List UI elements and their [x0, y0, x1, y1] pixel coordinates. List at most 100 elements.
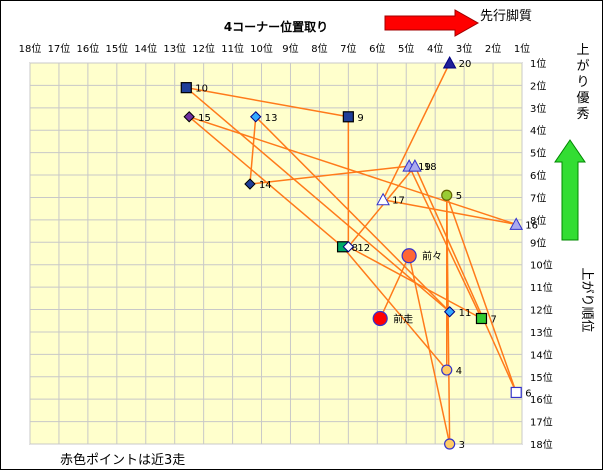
marker-diamond [443, 306, 456, 318]
y-tick-label: 10位 [530, 259, 553, 272]
x-tick-label: 3位 [456, 42, 472, 55]
y-tick-label: 12位 [530, 304, 553, 317]
y-tick-label: 11位 [530, 281, 553, 294]
y-tick-label: 15位 [530, 371, 553, 384]
marker-triangle [408, 159, 422, 172]
point-label: 20 [459, 59, 472, 70]
y-tick-label: 9位 [530, 236, 546, 249]
y-tick-label: 14位 [530, 348, 553, 361]
connection-line [347, 165, 416, 248]
connection-line [408, 255, 451, 445]
pace-arrow-icon [384, 9, 480, 37]
y-tick-label: 1位 [530, 57, 546, 70]
marker-diamond [250, 111, 262, 123]
y-tick-label: 7位 [530, 191, 546, 204]
x-tick-label: 4位 [427, 42, 443, 55]
x-tick-label: 16位 [77, 42, 100, 55]
point-label: 3 [459, 440, 465, 451]
marker-diamond [183, 111, 195, 123]
point-label: 11 [459, 308, 472, 319]
y-tick-label: 2位 [530, 79, 546, 92]
x-tick-label: 15位 [105, 42, 128, 55]
connection-line [382, 198, 517, 226]
point-label: 17 [392, 196, 405, 207]
point-label: 19 [418, 162, 431, 173]
marker-triangle [376, 192, 390, 206]
x-tick-label: 7位 [340, 42, 356, 55]
point-label: 16 [525, 220, 538, 231]
x-tick-label: 11位 [221, 42, 244, 55]
connection-line [446, 195, 451, 445]
point-label: 12 [357, 243, 370, 254]
chart-title: 4コーナー位置取り [224, 19, 328, 34]
y-tick-label: 3位 [530, 102, 546, 115]
y-tick-label: 8位 [530, 214, 546, 227]
connection-line [379, 255, 410, 319]
marker-diamond [342, 241, 355, 253]
point-label: 10 [195, 84, 208, 95]
connection-line [382, 62, 451, 201]
point-label: 15 [198, 113, 211, 124]
footer-note: 赤色ポイントは近3走 [60, 452, 185, 468]
y-tick-label: 16位 [530, 393, 553, 406]
marker-circle [444, 438, 456, 450]
marker-square [180, 82, 192, 94]
connection-line [446, 194, 517, 393]
x-tick-label: 2位 [485, 42, 501, 55]
y-tick-label: 13位 [530, 326, 553, 339]
x-tick-label: 13位 [163, 42, 186, 55]
marker-triangle [509, 217, 524, 230]
agari-label-char: り [576, 75, 589, 90]
marker-circle [441, 189, 453, 201]
connection-line [185, 87, 451, 313]
marker-triangle [442, 55, 457, 69]
marker-circle [401, 248, 417, 264]
agari-label-char: 秀 [576, 107, 589, 122]
pace-label: 先行脚質 [480, 8, 532, 24]
y-tick-label: 5位 [530, 147, 546, 160]
connection-line [249, 165, 410, 185]
y-tick-label: 18位 [530, 438, 553, 451]
point-label: 18 [424, 162, 437, 173]
x-tick-label: 1位 [514, 42, 530, 55]
connection-line [249, 116, 257, 185]
agari-arrow-icon [554, 139, 586, 241]
point-label: 8 [352, 243, 358, 254]
y-tick-label: 4位 [530, 124, 546, 137]
y-tick-label: 6位 [530, 169, 546, 182]
marker-square [510, 386, 522, 399]
agari-label-char: 上 [576, 43, 589, 58]
connection-line [186, 86, 349, 118]
connection-line [414, 165, 517, 393]
y-axis-label: 上がり順位 [579, 267, 594, 332]
marker-circle [441, 364, 453, 376]
x-tick-label: 18位 [19, 42, 42, 55]
point-label: 前々 [422, 250, 442, 263]
agari-label-char: が [576, 59, 589, 74]
point-label: 14 [259, 180, 272, 191]
point-label: 5 [456, 191, 462, 202]
x-tick-label: 8位 [311, 42, 327, 55]
x-tick-label: 14位 [134, 42, 157, 55]
x-tick-label: 17位 [48, 42, 71, 55]
marker-diamond [244, 178, 256, 190]
x-tick-label: 12位 [192, 42, 215, 55]
point-label: 9 [357, 113, 363, 124]
point-label: 13 [265, 113, 278, 124]
point-label: 6 [525, 388, 531, 399]
point-label: 前走 [393, 312, 413, 325]
plot-area [29, 62, 523, 445]
x-tick-label: 5位 [398, 42, 414, 55]
point-label: 7 [490, 314, 496, 325]
x-tick-label: 9位 [282, 42, 298, 55]
y-tick-label: 17位 [530, 416, 553, 429]
connection-line [255, 116, 451, 313]
x-tick-label: 6位 [369, 42, 385, 55]
agari-label-char: 優 [576, 91, 589, 106]
point-label: 4 [456, 366, 462, 377]
marker-square [342, 111, 354, 123]
connection-line [188, 116, 517, 226]
marker-square [475, 312, 488, 325]
marker-circle [372, 310, 388, 327]
